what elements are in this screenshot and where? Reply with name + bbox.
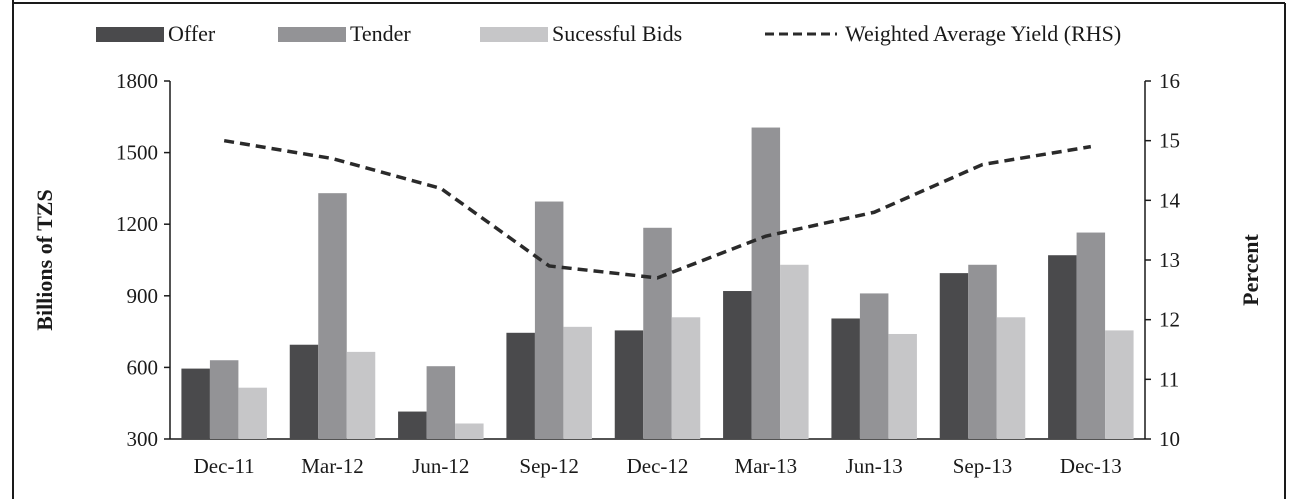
- bar-tender: [859, 293, 889, 439]
- bar-offer: [723, 291, 752, 439]
- x-tick-label: Dec-12: [627, 454, 689, 478]
- bar-tender: [534, 201, 564, 439]
- bar-tender: [968, 264, 997, 439]
- line-series-group: [223, 138, 1092, 280]
- legend-swatch-1: [96, 27, 164, 42]
- left-tick-label: 1200: [116, 212, 158, 236]
- legend: Offer Tender Sucessful Bids Weighted Averag…: [96, 21, 1121, 46]
- bar-offer: [506, 332, 535, 439]
- legend-swatch-2: [278, 27, 346, 42]
- y-axis-title: Billions of TZS: [32, 189, 57, 330]
- x-axis: Dec-11 Mar-12 Jun-12 Sep-12 Dec-12 Mar-13 Jun-…: [170, 438, 1145, 478]
- right-tick-label: 13: [1159, 248, 1180, 272]
- left-axis: 300 600 900 1200 1500 1800: [116, 69, 171, 451]
- bar-tender: [1076, 232, 1106, 439]
- bar-tender: [643, 227, 672, 439]
- bar-tender: [318, 193, 347, 439]
- x-tick-label: Dec-11: [194, 454, 255, 478]
- right-axis: 10 11 12 13 14 15 16: [1144, 69, 1181, 451]
- left-tick-label: 1500: [116, 141, 158, 165]
- legend-label-2: Tender: [350, 21, 411, 46]
- x-tick-label: Sep-13: [953, 454, 1013, 478]
- x-tick-label: Mar-12: [301, 454, 364, 478]
- right-tick-label: 15: [1159, 129, 1180, 153]
- right-tick-label: 11: [1159, 367, 1179, 391]
- line-weighted-average-yield: [223, 138, 1092, 280]
- bar-series-group: [181, 127, 1134, 439]
- x-tick-label: Jun-12: [412, 454, 469, 478]
- x-tick-label: Mar-13: [735, 454, 798, 478]
- y2-axis-title: Percent: [1238, 234, 1263, 306]
- bar-sucessful-bids: [346, 351, 376, 439]
- right-tick-label: 10: [1159, 427, 1180, 451]
- bar-sucessful-bids: [1105, 330, 1134, 439]
- bar-offer: [289, 344, 319, 439]
- right-tick-label: 16: [1159, 69, 1180, 93]
- x-tick-label: Sep-12: [519, 454, 579, 478]
- left-tick-label: 300: [127, 427, 159, 451]
- bar-sucessful-bids: [888, 333, 917, 439]
- bar-tender: [751, 127, 781, 439]
- bar-offer: [939, 273, 969, 439]
- left-tick-label: 600: [127, 355, 159, 379]
- bar-sucessful-bids: [455, 423, 484, 439]
- bar-offer: [614, 330, 644, 439]
- legend-swatch-3: [480, 27, 548, 42]
- left-tick-label: 900: [127, 284, 159, 308]
- right-tick-label: 14: [1159, 188, 1181, 212]
- bar-sucessful-bids: [671, 317, 701, 439]
- bar-offer: [831, 318, 860, 439]
- legend-label-1: Offer: [168, 21, 216, 46]
- bar-offer: [1048, 255, 1077, 439]
- bar-offer: [181, 368, 210, 439]
- bar-sucessful-bids: [238, 387, 267, 439]
- bar-sucessful-bids: [563, 326, 592, 439]
- bar-tender: [426, 366, 456, 439]
- right-tick-label: 12: [1159, 308, 1180, 332]
- left-tick-label: 1800: [116, 69, 158, 93]
- x-tick-label: Jun-13: [846, 454, 903, 478]
- x-tick-label: Dec-13: [1060, 454, 1122, 478]
- bar-sucessful-bids: [780, 264, 809, 439]
- bar-tender: [209, 360, 239, 439]
- chart-frame: [12, 0, 1286, 499]
- legend-label-4: Weighted Average Yield (RHS): [845, 21, 1121, 46]
- bar-sucessful-bids: [996, 317, 1026, 439]
- bar-offer: [398, 411, 427, 439]
- legend-label-3: Sucessful Bids: [552, 21, 682, 46]
